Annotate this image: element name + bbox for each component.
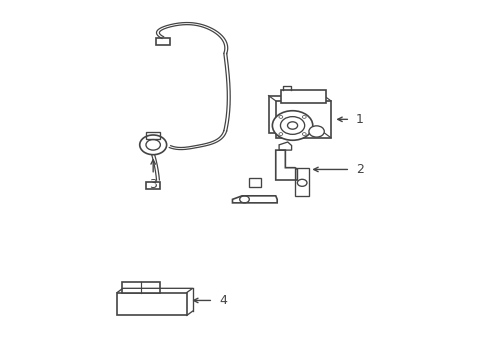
Text: 3: 3 — [149, 178, 157, 191]
FancyBboxPatch shape — [275, 101, 330, 138]
Circle shape — [308, 126, 324, 137]
Circle shape — [272, 111, 312, 140]
FancyBboxPatch shape — [280, 90, 325, 103]
Text: 2: 2 — [355, 163, 363, 176]
FancyBboxPatch shape — [155, 37, 170, 45]
Text: 4: 4 — [219, 294, 226, 307]
FancyBboxPatch shape — [145, 182, 160, 189]
Text: 1: 1 — [355, 113, 363, 126]
FancyBboxPatch shape — [122, 282, 160, 293]
FancyBboxPatch shape — [117, 293, 186, 315]
Circle shape — [140, 135, 166, 155]
